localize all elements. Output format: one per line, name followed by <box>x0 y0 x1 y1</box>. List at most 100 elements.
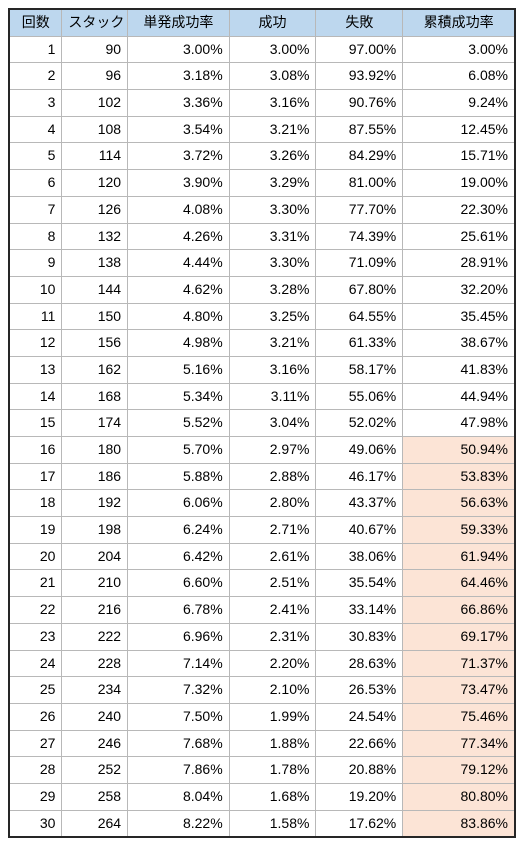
table-cell: 9.24% <box>403 90 515 117</box>
table-cell: 3.00% <box>403 36 515 63</box>
table-cell: 40.67% <box>316 517 403 544</box>
table-row: 61203.90%3.29%81.00%19.00% <box>9 170 515 197</box>
table-cell: 27 <box>9 730 62 757</box>
table-cell: 3.30% <box>229 250 316 277</box>
table-cell: 264 <box>62 810 128 837</box>
table-cell: 114 <box>62 143 128 170</box>
table-cell: 168 <box>62 383 128 410</box>
table-cell: 174 <box>62 410 128 437</box>
table-row: 91384.44%3.30%71.09%28.91% <box>9 250 515 277</box>
table-cell: 102 <box>62 90 128 117</box>
table-cell: 21 <box>9 570 62 597</box>
table-cell: 17.62% <box>316 810 403 837</box>
table-cell: 144 <box>62 276 128 303</box>
table-cell: 3.11% <box>229 383 316 410</box>
table-cell: 22 <box>9 597 62 624</box>
table-cell: 25 <box>9 677 62 704</box>
table-row: 262407.50%1.99%24.54%75.46% <box>9 703 515 730</box>
table-row: 101444.62%3.28%67.80%32.20% <box>9 276 515 303</box>
table-row: 171865.88%2.88%46.17%53.83% <box>9 463 515 490</box>
table-cell: 4.62% <box>128 276 230 303</box>
table-cell: 96 <box>62 63 128 90</box>
table-cell: 180 <box>62 437 128 464</box>
table-cell: 1.78% <box>229 757 316 784</box>
col-header: 失敗 <box>316 9 403 36</box>
table-cell: 7.68% <box>128 730 230 757</box>
table-row: 151745.52%3.04%52.02%47.98% <box>9 410 515 437</box>
table-cell: 3.21% <box>229 116 316 143</box>
table-cell: 3.30% <box>229 196 316 223</box>
table-cell: 228 <box>62 650 128 677</box>
table-cell: 28 <box>9 757 62 784</box>
table-cell: 198 <box>62 517 128 544</box>
table-cell: 3.04% <box>229 410 316 437</box>
table-row: 302648.22%1.58%17.62%83.86% <box>9 810 515 837</box>
table-cell: 5.70% <box>128 437 230 464</box>
table-row: 181926.06%2.80%43.37%56.63% <box>9 490 515 517</box>
table-cell: 6.78% <box>128 597 230 624</box>
table-cell: 7.14% <box>128 650 230 677</box>
table-row: 202046.42%2.61%38.06%61.94% <box>9 543 515 570</box>
table-cell: 19 <box>9 517 62 544</box>
table-cell: 1.58% <box>229 810 316 837</box>
table-cell: 24.54% <box>316 703 403 730</box>
table-cell: 13 <box>9 356 62 383</box>
table-cell: 64.55% <box>316 303 403 330</box>
table-cell: 234 <box>62 677 128 704</box>
table-cell: 22.30% <box>403 196 515 223</box>
table-cell: 90 <box>62 36 128 63</box>
table-cell: 16 <box>9 437 62 464</box>
table-cell: 38.06% <box>316 543 403 570</box>
col-header: 累積成功率 <box>403 9 515 36</box>
table-cell: 29 <box>9 783 62 810</box>
table-cell: 6.06% <box>128 490 230 517</box>
col-header: スタック <box>62 9 128 36</box>
col-header: 成功 <box>229 9 316 36</box>
table-cell: 4.98% <box>128 330 230 357</box>
col-header: 回数 <box>9 9 62 36</box>
table-cell: 240 <box>62 703 128 730</box>
table-row: 282527.86%1.78%20.88%79.12% <box>9 757 515 784</box>
table-cell: 53.83% <box>403 463 515 490</box>
table-cell: 64.46% <box>403 570 515 597</box>
table-cell: 49.06% <box>316 437 403 464</box>
table-cell: 71.37% <box>403 650 515 677</box>
table-row: 121564.98%3.21%61.33%38.67% <box>9 330 515 357</box>
table-cell: 258 <box>62 783 128 810</box>
table-cell: 6.42% <box>128 543 230 570</box>
table-cell: 2.71% <box>229 517 316 544</box>
table-cell: 71.09% <box>316 250 403 277</box>
table-cell: 132 <box>62 223 128 250</box>
table-cell: 3.29% <box>229 170 316 197</box>
table-cell: 79.12% <box>403 757 515 784</box>
table-cell: 35.45% <box>403 303 515 330</box>
table-cell: 26 <box>9 703 62 730</box>
table-cell: 6.24% <box>128 517 230 544</box>
table-row: 222166.78%2.41%33.14%66.86% <box>9 597 515 624</box>
table-head: 回数スタック単発成功率成功失敗累積成功率 <box>9 9 515 36</box>
table-row: 1903.00%3.00%97.00%3.00% <box>9 36 515 63</box>
table-row: 2963.18%3.08%93.92%6.08% <box>9 63 515 90</box>
table-cell: 6.60% <box>128 570 230 597</box>
table-row: 141685.34%3.11%55.06%44.94% <box>9 383 515 410</box>
table-cell: 5.88% <box>128 463 230 490</box>
table-cell: 1.68% <box>229 783 316 810</box>
table-cell: 77.70% <box>316 196 403 223</box>
table-row: 212106.60%2.51%35.54%64.46% <box>9 570 515 597</box>
table-row: 41083.54%3.21%87.55%12.45% <box>9 116 515 143</box>
table-cell: 15.71% <box>403 143 515 170</box>
table-cell: 3.00% <box>128 36 230 63</box>
table-cell: 66.86% <box>403 597 515 624</box>
table-cell: 32.20% <box>403 276 515 303</box>
table-cell: 11 <box>9 303 62 330</box>
table-cell: 2.88% <box>229 463 316 490</box>
table-cell: 35.54% <box>316 570 403 597</box>
table-cell: 55.06% <box>316 383 403 410</box>
table-cell: 7.50% <box>128 703 230 730</box>
table-cell: 3.16% <box>229 356 316 383</box>
table-cell: 2.31% <box>229 623 316 650</box>
table-cell: 5.16% <box>128 356 230 383</box>
table-cell: 33.14% <box>316 597 403 624</box>
table-row: 51143.72%3.26%84.29%15.71% <box>9 143 515 170</box>
table-cell: 162 <box>62 356 128 383</box>
